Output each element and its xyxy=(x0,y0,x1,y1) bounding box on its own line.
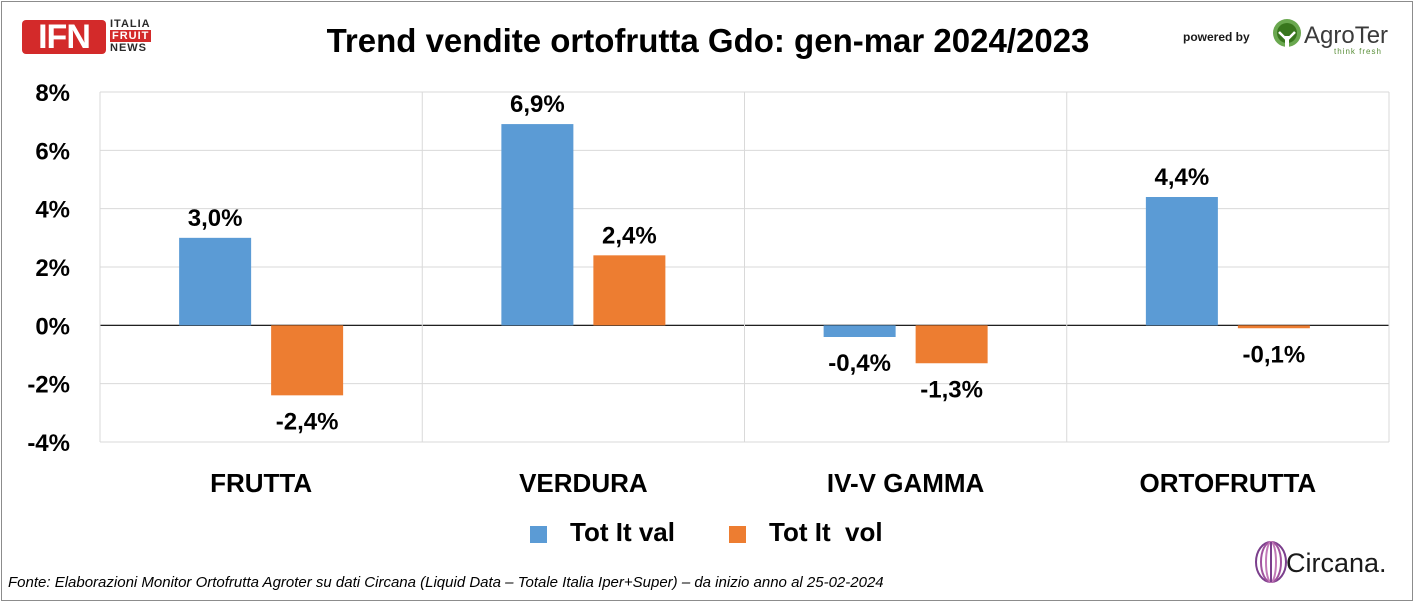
y-tick-label: -2% xyxy=(27,372,70,399)
data-label: 4,4% xyxy=(1155,164,1210,191)
data-label: -0,1% xyxy=(1243,341,1306,368)
ifn-logo-words: ITALIA FRUIT NEWS xyxy=(110,18,166,54)
legend-label-vol: Tot It vol xyxy=(769,517,883,547)
y-tick-label: 2% xyxy=(35,255,70,282)
agroter-name: AgroTer xyxy=(1304,22,1389,49)
bars-layer xyxy=(179,124,1310,396)
data-label: -2,4% xyxy=(276,408,339,435)
x-category-label: VERDURA xyxy=(519,468,648,498)
bar-vol xyxy=(1237,325,1310,329)
bar-val xyxy=(823,325,896,337)
data-label: 2,4% xyxy=(602,222,657,249)
y-tick-label: 8% xyxy=(35,80,70,107)
y-tick-label: -4% xyxy=(27,430,70,457)
legend-swatch-vol xyxy=(729,526,746,543)
x-category-label: ORTOFRUTTA xyxy=(1140,468,1317,498)
ifn-logo-mark: IFN xyxy=(22,20,106,54)
data-label: 3,0% xyxy=(188,205,243,232)
bar-vol xyxy=(915,325,988,364)
ifn-word-news: NEWS xyxy=(110,42,147,54)
agroter-tagline: think fresh xyxy=(1334,47,1382,56)
agroter-tree-icon xyxy=(1273,19,1301,50)
ifn-word-fruit: FRUIT xyxy=(110,30,152,42)
data-label: -0,4% xyxy=(828,350,891,377)
circana-globe-icon xyxy=(1255,541,1287,583)
source-note: Fonte: Elaborazioni Monitor Ortofrutta A… xyxy=(8,574,884,591)
bar-vol xyxy=(593,255,666,326)
bar-val xyxy=(179,237,252,326)
bar-val xyxy=(501,124,574,326)
legend-label-val: Tot It val xyxy=(570,517,675,547)
legend-swatch-val xyxy=(530,526,547,543)
data-label: -1,3% xyxy=(920,376,983,403)
ifn-word-italia: ITALIA xyxy=(110,18,151,30)
bar-val xyxy=(1145,197,1218,326)
chart-title: Trend vendite ortofrutta Gdo: gen-mar 20… xyxy=(326,22,1090,59)
y-tick-label: 6% xyxy=(35,138,70,165)
powered-by-text: powered by xyxy=(1183,30,1250,44)
x-category-label: IV-V GAMMA xyxy=(827,468,985,498)
y-tick-label: 0% xyxy=(35,313,70,340)
circana-name: Circana. xyxy=(1286,548,1387,578)
labels-layer: 8% 6% 4% 2% 0% -2% -4% 3,0% -2,4% FRUTTA 6,9% 2,4% V… xyxy=(27,80,1316,498)
chart-legend: Tot It val Tot It vol xyxy=(0,515,1416,551)
data-label: 6,9% xyxy=(510,91,565,118)
bar-vol xyxy=(271,325,344,396)
y-tick-label: 4% xyxy=(35,197,70,224)
x-category-label: FRUTTA xyxy=(210,468,312,498)
agroter-logo: AgroTer think fresh xyxy=(1270,16,1400,56)
circana-logo: Circana. xyxy=(1254,538,1408,588)
ifn-logo: IFN ITALIA FRUIT NEWS xyxy=(22,18,168,58)
